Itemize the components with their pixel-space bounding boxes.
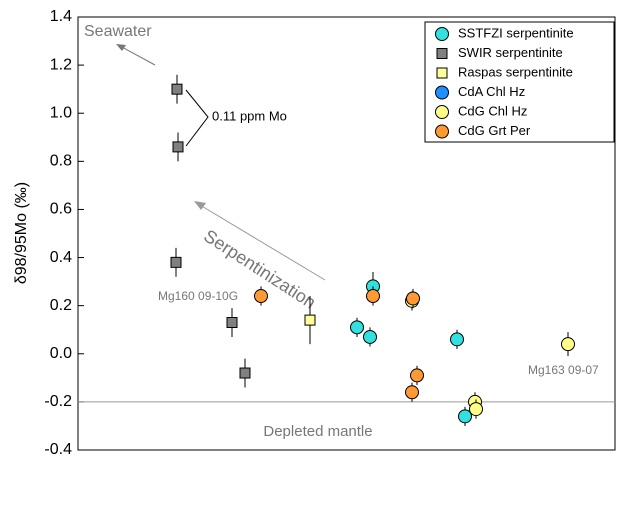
point bbox=[410, 368, 424, 383]
point bbox=[469, 402, 483, 417]
point bbox=[226, 317, 238, 329]
legend-marker bbox=[435, 124, 449, 139]
point bbox=[366, 289, 380, 304]
arrow bbox=[119, 45, 156, 66]
point bbox=[350, 320, 364, 335]
annotation: Mg163 09-07 bbox=[528, 363, 599, 377]
y-tick-label: 0.0 bbox=[50, 345, 72, 362]
point bbox=[450, 332, 464, 347]
annotation: Seawater bbox=[84, 23, 152, 40]
plot-border bbox=[77, 16, 616, 451]
y-tick-label: -0.4 bbox=[44, 441, 72, 458]
point bbox=[405, 385, 419, 400]
legend-label: SSTFZI serpentinite bbox=[458, 25, 574, 40]
annotation: 0.11 ppm Mo bbox=[212, 108, 287, 123]
legend-marker bbox=[435, 27, 449, 41]
plot-frame bbox=[77, 16, 616, 451]
point bbox=[170, 256, 182, 268]
legend-label: SWIR serpentinite bbox=[458, 45, 563, 60]
legend-box bbox=[424, 21, 615, 143]
reference-label: Depleted mantle bbox=[263, 423, 372, 440]
point bbox=[172, 141, 184, 153]
legend-marker bbox=[436, 48, 448, 59]
legend-label: CdG Chl Hz bbox=[458, 103, 527, 118]
arrow bbox=[199, 204, 326, 281]
y-tick-label: 1.2 bbox=[50, 56, 72, 73]
y-axis-label: δ98/95Mo (‰) bbox=[13, 182, 30, 284]
point bbox=[171, 83, 183, 95]
legend-marker bbox=[435, 85, 449, 100]
y-tick-label: -0.2 bbox=[44, 393, 72, 410]
legend-label: Raspas serpentinite bbox=[458, 64, 573, 79]
y-tick-label: 0.2 bbox=[50, 297, 72, 314]
legend-marker bbox=[435, 105, 449, 119]
point bbox=[239, 367, 251, 379]
point bbox=[363, 329, 377, 344]
point bbox=[561, 337, 575, 352]
arrowhead bbox=[194, 201, 206, 210]
arrowhead bbox=[116, 44, 126, 51]
point bbox=[254, 289, 268, 304]
point bbox=[406, 291, 420, 306]
annotation: Mg160 09-10G bbox=[158, 289, 238, 303]
legend-label: CdA Chl Hz bbox=[458, 84, 525, 99]
connector bbox=[185, 89, 209, 147]
y-tick-label: 0.8 bbox=[50, 153, 72, 170]
y-tick-label: 0.4 bbox=[50, 249, 72, 266]
point bbox=[304, 314, 316, 326]
legend-marker bbox=[436, 67, 448, 79]
y-tick-label: 1.4 bbox=[50, 8, 72, 25]
point bbox=[458, 409, 472, 424]
y-tick-label: 0.6 bbox=[50, 201, 72, 218]
y-tick-label: 1.0 bbox=[50, 104, 72, 121]
legend-label: CdG Grt Per bbox=[458, 123, 531, 138]
